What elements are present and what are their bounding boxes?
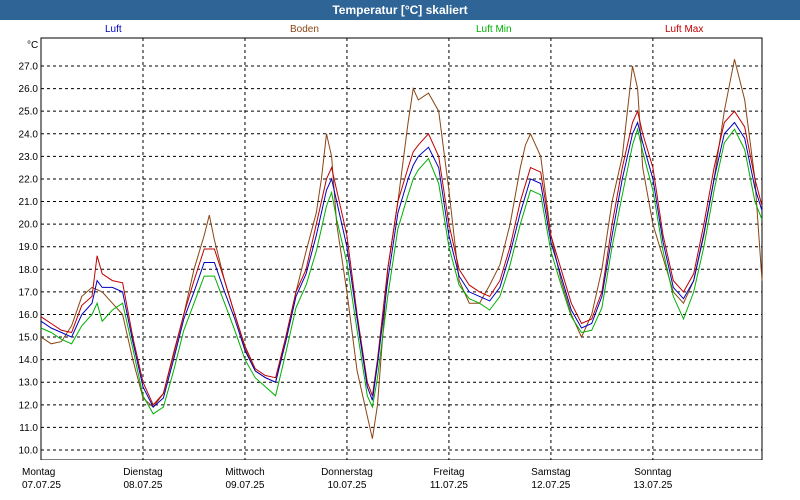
day-label: Dienstag 08.07.25 bbox=[98, 466, 188, 492]
y-tick-label: 17.0 bbox=[19, 287, 39, 298]
day-label: Samstag 12.07.25 bbox=[506, 466, 596, 492]
plot-area bbox=[40, 37, 763, 460]
day-weekday: Sonntag bbox=[634, 467, 672, 478]
y-tick-label: 27.0 bbox=[19, 62, 39, 73]
day-label: Montag 07.07.25 bbox=[22, 466, 112, 492]
day-date: 07.07.25 bbox=[22, 480, 61, 491]
legend-luft-max: Luft Max bbox=[665, 24, 704, 35]
day-weekday: Dienstag bbox=[123, 467, 163, 478]
temperature-chart: 10.0 11.0 12.0 13.0 14.0 15.0 16.0 17.0 18.0 19.0… bbox=[19, 37, 763, 460]
day-date: 11.07.25 bbox=[429, 480, 468, 491]
series-line-luft-min bbox=[40, 127, 763, 415]
day-label: Freitag 11.07.25 bbox=[404, 466, 494, 492]
series-line-luft bbox=[40, 120, 763, 408]
y-tick-label: 19.0 bbox=[19, 242, 39, 253]
y-tick-label: 25.0 bbox=[19, 107, 39, 118]
y-tick-label: 15.0 bbox=[19, 333, 39, 344]
y-tick-label: 18.0 bbox=[19, 265, 39, 276]
y-axis-unit: °C bbox=[27, 40, 38, 51]
y-tick-label: 21.0 bbox=[19, 197, 39, 208]
y-tick-label: 22.0 bbox=[19, 174, 39, 185]
day-weekday: Donnerstag bbox=[321, 467, 373, 478]
day-date: 12.07.25 bbox=[531, 480, 571, 491]
legend-luft: Luft bbox=[105, 24, 122, 35]
legend-boden: Boden bbox=[290, 24, 319, 35]
day-date: 13.07.25 bbox=[633, 480, 673, 491]
day-weekday: Montag bbox=[22, 467, 56, 478]
y-axis: 10.0 11.0 12.0 13.0 14.0 15.0 16.0 17.0 18.0 19.0… bbox=[19, 62, 39, 457]
day-label: Mittwoch 09.07.25 bbox=[200, 466, 290, 492]
grid bbox=[41, 38, 762, 460]
day-weekday: Freitag bbox=[433, 467, 465, 478]
day-date: 08.07.25 bbox=[123, 480, 163, 491]
day-label: Donnerstag 10.07.25 bbox=[302, 466, 392, 492]
y-tick-label: 23.0 bbox=[19, 152, 39, 163]
y-tick-label: 12.0 bbox=[19, 400, 39, 411]
day-weekday: Samstag bbox=[531, 467, 571, 478]
legend-luft-min: Luft Min bbox=[476, 24, 512, 35]
y-tick-label: 24.0 bbox=[19, 129, 39, 140]
y-tick-label: 14.0 bbox=[19, 355, 39, 366]
day-weekday: Mittwoch bbox=[225, 467, 265, 478]
series-line-luft-max bbox=[40, 109, 763, 406]
y-tick-label: 13.0 bbox=[19, 378, 39, 389]
y-tick-label: 26.0 bbox=[19, 84, 39, 95]
day-date: 10.07.25 bbox=[327, 480, 367, 491]
y-tick-label: 11.0 bbox=[19, 423, 38, 434]
series-lines bbox=[40, 59, 763, 439]
chart-title: Temperatur [°C] skaliert bbox=[0, 0, 800, 20]
y-tick-label: 16.0 bbox=[19, 310, 39, 321]
y-tick-label: 10.0 bbox=[19, 446, 39, 457]
y-tick-label: 20.0 bbox=[19, 220, 39, 231]
day-date: 09.07.25 bbox=[225, 480, 265, 491]
day-label: Sonntag 13.07.25 bbox=[608, 466, 698, 492]
